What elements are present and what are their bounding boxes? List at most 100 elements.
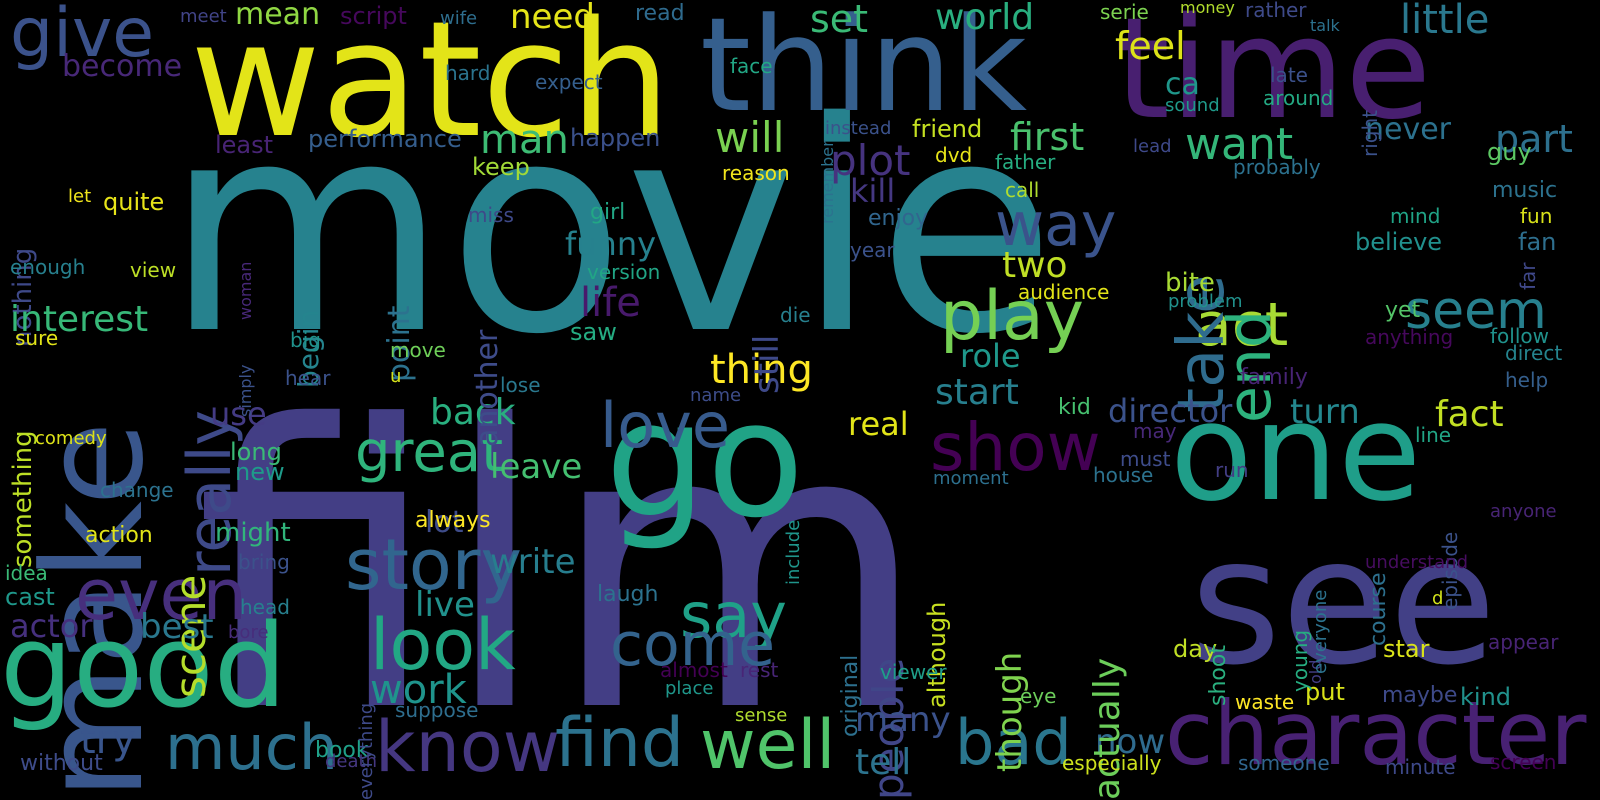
word-life: life (580, 280, 641, 326)
word-fact: fact (1435, 394, 1504, 435)
word-waste: waste (1235, 690, 1295, 714)
word-great: great (355, 420, 504, 485)
word-world: world (935, 0, 1035, 38)
word-act: act (1195, 290, 1289, 360)
word-see: see (1190, 501, 1497, 704)
word-leave: leave (490, 447, 583, 487)
word-try: try (80, 717, 136, 763)
word-become: become (62, 49, 183, 84)
word-line: line (1415, 423, 1452, 447)
word-turn: turn (1290, 392, 1360, 432)
word-long: long (230, 438, 282, 466)
word-u: u (390, 366, 402, 387)
word-probably: probably (1233, 155, 1321, 179)
word-name: name (690, 385, 742, 406)
word-idea: idea (5, 561, 48, 585)
word-mind: mind (1390, 204, 1441, 228)
word-actor: actor (10, 607, 93, 645)
word-kind: kind (1460, 683, 1512, 711)
word-man: man (480, 117, 569, 163)
word-screen: screen (1490, 750, 1557, 774)
word-many: many (855, 700, 951, 740)
word-anyone: anyone (1490, 501, 1557, 522)
word-script: script (340, 2, 407, 30)
word-kid: kid (1058, 395, 1091, 420)
word-death: death (325, 751, 377, 772)
word-must: must (1120, 447, 1171, 471)
word-back: back (430, 392, 516, 433)
word-sense: sense (735, 705, 788, 726)
word-shoot: shoot (1206, 645, 1231, 706)
word-even: even (75, 554, 247, 636)
word-fun: fun (1520, 204, 1553, 228)
word-watch: watch (190, 0, 672, 173)
word-interest: interest (10, 299, 149, 340)
word-best: best (140, 607, 214, 647)
word-now: now (1095, 722, 1166, 762)
word-another: another (470, 329, 505, 447)
word-well: well (700, 706, 836, 785)
word-although: although (923, 601, 951, 708)
word-thing: thing (710, 347, 813, 393)
word-audience: audience (1018, 280, 1110, 304)
word-much: much (165, 711, 339, 784)
word-comedy: comedy (35, 428, 107, 449)
word-far: far (1516, 262, 1540, 290)
word-everything: everything (356, 702, 377, 800)
word-work: work (370, 667, 467, 713)
word-rest: rest (740, 658, 779, 682)
word-tell: tell (855, 742, 912, 783)
word-always: always (415, 508, 491, 533)
word-actually: actually (1087, 657, 1128, 800)
word-kill: kill (850, 172, 896, 210)
word-real: real (848, 405, 909, 443)
word-lot: lot (425, 505, 464, 540)
word-day: day (1173, 635, 1218, 663)
word-happen: happen (570, 124, 661, 152)
word-especially: especially (1062, 751, 1162, 775)
word-come: come (610, 610, 776, 680)
word-put: put (1305, 678, 1345, 706)
word-sure: sure (15, 326, 59, 350)
word-d: d (1432, 588, 1444, 609)
word-need: need (510, 0, 595, 37)
word-look: look (370, 604, 516, 686)
word-late: late (1270, 63, 1308, 87)
word-father: father (995, 150, 1056, 174)
word-move: move (390, 338, 446, 362)
word-action: action (85, 523, 153, 548)
word-right: right (1358, 110, 1382, 157)
word-help: help (1505, 368, 1549, 392)
word-really: really (175, 410, 245, 576)
word-believe: believe (1355, 228, 1443, 256)
word-though: though (990, 651, 1030, 772)
word-hard: hard (445, 61, 491, 85)
word-anything: anything (1365, 325, 1454, 349)
word-new: new (235, 458, 285, 486)
word-course: course (1366, 572, 1391, 646)
word-someone: someone (1238, 751, 1330, 775)
word-love: love (600, 389, 730, 462)
word-big: big (290, 328, 321, 352)
word-something: something (8, 430, 38, 568)
word-follow: follow (1490, 324, 1549, 348)
word-write: write (490, 542, 576, 582)
word-ca: ca (1165, 67, 1200, 102)
word-plot: plot (830, 136, 911, 185)
word-keep: keep (472, 153, 530, 181)
word-laugh: laugh (597, 582, 659, 607)
word-two: two (1002, 245, 1068, 286)
word-give: give (10, 0, 155, 73)
word-set: set (810, 0, 869, 41)
word-want: want (1185, 119, 1294, 170)
word-may: may (1133, 419, 1177, 443)
word-die: die (780, 303, 811, 327)
word-funny: funny (565, 225, 657, 263)
word-suppose: suppose (395, 698, 479, 722)
word-wife: wife (440, 8, 478, 29)
word-lose: lose (500, 373, 541, 397)
word-everyone: everyone (1310, 589, 1331, 674)
word-movie: movie (165, 61, 1056, 398)
word-face: face (730, 54, 773, 78)
